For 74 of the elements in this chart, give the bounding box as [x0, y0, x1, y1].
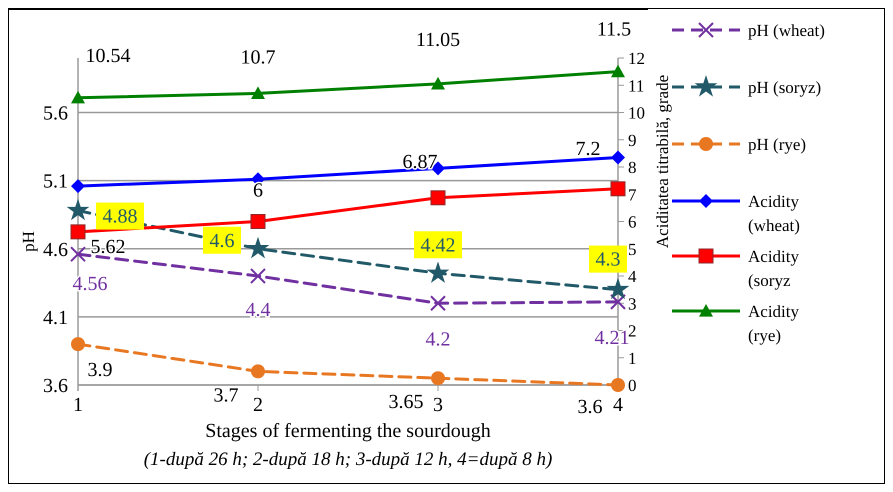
data-label: 3.9 [88, 359, 112, 382]
legend-label: Acidity (wheat) [748, 192, 800, 235]
point [431, 371, 445, 386]
y2-tick-label: 2 [628, 322, 636, 340]
data-label: 4.88 [102, 206, 138, 228]
point [611, 64, 625, 78]
y2-tick-label: 7 [628, 185, 637, 204]
y-tick-label: 5.6 [43, 102, 68, 124]
point [610, 294, 626, 310]
y-axis-title: pH [19, 231, 38, 252]
point [71, 337, 85, 352]
point [70, 224, 86, 240]
y-tick-label: 4.1 [43, 306, 68, 329]
legend-label: pH (rye) [748, 135, 806, 154]
data-label: 4.6 [210, 230, 234, 252]
point [606, 278, 630, 300]
point [251, 86, 265, 100]
data-label: 4.3 [596, 248, 620, 271]
point [611, 378, 625, 392]
y2-axis-title: Aciditatea titrabilă, grade [653, 74, 672, 248]
data-label: 10.7 [240, 46, 276, 68]
point [426, 261, 450, 283]
y-tick-label: 5.1 [43, 170, 68, 193]
data-label: 10.54 [86, 44, 130, 67]
point [431, 76, 445, 90]
point [611, 150, 625, 164]
point [71, 90, 85, 104]
y2-tick-label: 8 [628, 158, 636, 177]
y2-tick-label: 9 [628, 130, 636, 150]
data-label: 3.7 [214, 384, 238, 406]
data-label: 3.6 [578, 396, 602, 418]
data-label: 5.62 [90, 236, 126, 258]
data-label: 6.87 [402, 150, 438, 173]
x-tick-label: 3 [433, 394, 443, 416]
data-label: 7.2 [576, 138, 600, 160]
y2-tick-label: 4 [628, 267, 637, 286]
data-label: 4.21 [594, 326, 630, 349]
y-tick-label: 3.6 [43, 375, 68, 397]
data-label: 11.05 [416, 28, 460, 51]
point [430, 190, 446, 206]
x-axis-title: Stages of fermenting the sourdough [205, 420, 491, 442]
x-tick-label: 4 [613, 394, 623, 416]
legend-label: Acidity (rye) [748, 302, 800, 345]
data-label: 4.56 [72, 273, 108, 296]
data-label: 6 [253, 180, 263, 202]
text: (1-după 26 h; 2-după 18 h; 3-după 12 h, 4=după 8 h) [144, 449, 552, 470]
y2-tick-label: 6 [628, 212, 636, 232]
y2-tick-label: 12 [628, 49, 645, 68]
data-label: 4.4 [246, 299, 270, 321]
point [66, 198, 90, 220]
x-tick-label: 2 [253, 394, 263, 416]
y2-tick-label: 1 [628, 348, 636, 368]
point [70, 246, 86, 262]
data-label: 3.65 [388, 391, 424, 414]
point [610, 181, 626, 196]
legend-label: pH (soryz) [748, 78, 822, 97]
data-label: 4.2 [426, 328, 450, 350]
y2-tick-label: 11 [628, 76, 644, 96]
y2-tick-label: 0 [628, 376, 636, 395]
point [71, 179, 85, 194]
data-label: 11.5 [596, 18, 632, 41]
point [250, 268, 266, 284]
y-tick-label: 4.6 [43, 238, 68, 261]
point [251, 364, 265, 378]
point [430, 295, 446, 312]
legend-label: Acidity (soryz [748, 247, 800, 290]
legend-label: pH (wheat) [748, 21, 825, 40]
point [250, 214, 266, 229]
y2-tick-label: 5 [628, 240, 636, 259]
x-tick-label: 1 [73, 394, 83, 416]
point [246, 236, 270, 258]
y2-tick-label: 10 [628, 104, 645, 122]
data-label: 4.42 [420, 234, 456, 256]
y2-tick-label: 3 [628, 294, 636, 314]
